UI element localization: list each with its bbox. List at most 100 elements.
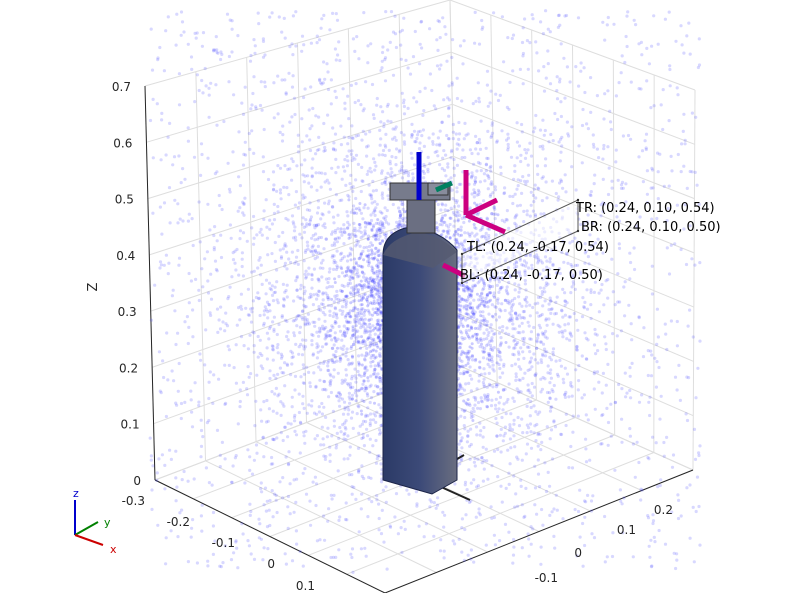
cloud-point — [538, 128, 543, 132]
cloud-point — [432, 104, 436, 108]
cloud-point — [620, 502, 624, 506]
cloud-point — [577, 144, 581, 148]
cloud-point — [215, 239, 219, 243]
cloud-point — [685, 418, 690, 423]
cloud-point — [294, 255, 299, 259]
cloud-point — [333, 228, 338, 233]
cloud-point — [301, 216, 305, 220]
cloud-point — [674, 39, 678, 43]
cloud-point — [226, 297, 230, 301]
cloud-point — [508, 80, 512, 84]
cloud-point — [557, 195, 561, 199]
cloud-point — [380, 153, 385, 157]
cloud-point — [460, 99, 464, 103]
cloud-point — [317, 38, 322, 42]
cloud-point — [446, 165, 450, 169]
cloud-point — [166, 378, 170, 382]
cloud-point — [276, 112, 280, 116]
cloud-point — [647, 62, 652, 66]
cloud-point — [481, 435, 485, 439]
cloud-point — [173, 309, 177, 313]
cloud-point — [507, 226, 511, 230]
cloud-point — [247, 544, 251, 548]
cloud-point — [330, 232, 334, 236]
cloud-point — [373, 213, 377, 217]
cloud-point — [250, 129, 254, 133]
cloud-point — [628, 366, 632, 370]
cloud-point — [260, 419, 264, 423]
cloud-point — [462, 558, 466, 563]
cloud-point — [570, 466, 575, 470]
cloud-point — [389, 167, 393, 171]
cloud-point — [553, 312, 557, 316]
cloud-point — [313, 475, 317, 479]
cloud-point — [352, 485, 356, 489]
cloud-point — [244, 306, 248, 310]
cloud-point — [500, 302, 504, 306]
cloud-point — [528, 254, 533, 258]
cloud-point — [516, 357, 521, 361]
cloud-point — [656, 42, 660, 46]
cloud-point — [506, 36, 510, 40]
cloud-point — [372, 369, 376, 373]
cloud-point — [528, 391, 532, 395]
cloud-point — [453, 198, 457, 202]
cloud-point — [195, 31, 199, 35]
cloud-point — [594, 352, 598, 356]
cloud-point — [371, 324, 375, 328]
cloud-point — [350, 248, 354, 252]
cloud-point — [338, 404, 342, 408]
cloud-point — [238, 206, 242, 210]
cloud-point — [574, 65, 578, 69]
cloud-point — [623, 280, 627, 284]
cloud-point — [279, 413, 283, 417]
cloud-point — [319, 26, 323, 30]
cloud-point — [270, 344, 274, 348]
cloud-point — [262, 546, 266, 550]
cloud-point — [352, 306, 356, 310]
cloud-point — [296, 133, 300, 137]
cloud-point — [506, 142, 510, 147]
cloud-point — [484, 296, 488, 301]
cloud-point — [601, 157, 605, 161]
cloud-point — [224, 322, 228, 326]
cloud-point — [296, 150, 301, 154]
cloud-point — [447, 114, 451, 118]
cloud-point — [514, 260, 518, 264]
cloud-point — [342, 135, 346, 139]
cloud-point — [487, 353, 491, 357]
cloud-point — [562, 260, 566, 264]
cloud-point — [300, 315, 304, 319]
cloud-point — [525, 213, 529, 217]
cloud-point — [232, 366, 236, 370]
cloud-point — [150, 507, 154, 511]
cloud-point — [550, 179, 555, 183]
cloud-point — [353, 100, 357, 105]
cloud-point — [332, 300, 336, 304]
cloud-point — [187, 271, 191, 276]
cloud-point — [251, 299, 255, 303]
cloud-point — [201, 91, 205, 95]
cloud-point — [468, 234, 472, 238]
cloud-point — [299, 421, 303, 425]
cloud-point — [504, 217, 508, 222]
cloud-point — [359, 189, 363, 194]
cloud-point — [329, 555, 333, 560]
cloud-point — [653, 540, 657, 544]
cloud-point — [305, 240, 309, 244]
cloud-point — [621, 134, 626, 138]
cloud-point — [459, 458, 463, 463]
cloud-point — [563, 392, 567, 396]
cloud-point — [164, 253, 168, 257]
cloud-point — [489, 323, 493, 327]
cloud-point — [527, 426, 531, 430]
cloud-point — [533, 214, 538, 218]
cloud-point — [584, 437, 588, 441]
cloud-point — [669, 154, 673, 158]
cloud-point — [563, 173, 567, 177]
cloud-point — [322, 247, 326, 251]
cloud-point — [490, 357, 494, 361]
cloud-point — [494, 233, 498, 237]
cloud-point — [322, 121, 326, 126]
